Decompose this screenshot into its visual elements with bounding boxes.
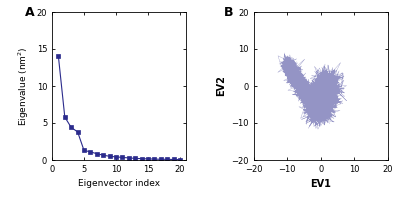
X-axis label: EV1: EV1 bbox=[310, 179, 331, 189]
Y-axis label: Eigenvalue (nm$^2$): Eigenvalue (nm$^2$) bbox=[17, 46, 31, 126]
Y-axis label: EV2: EV2 bbox=[216, 76, 226, 96]
Text: B: B bbox=[224, 6, 234, 19]
X-axis label: Eigenvector index: Eigenvector index bbox=[78, 179, 160, 188]
Text: A: A bbox=[25, 6, 35, 19]
